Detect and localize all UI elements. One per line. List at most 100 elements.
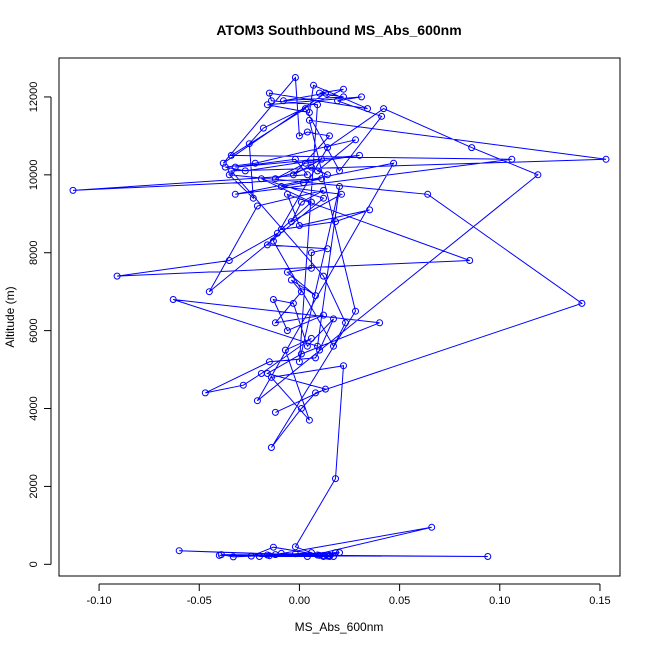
y-axis: 0 2000 4000 6000 8000 10000 12000 <box>28 82 52 567</box>
x-tick-label: -0.05 <box>187 595 212 607</box>
data-point <box>484 553 492 560</box>
data-point <box>352 136 359 144</box>
data-point <box>201 389 209 397</box>
data-point <box>305 416 313 424</box>
x-tick-label: 0.10 <box>489 595 510 607</box>
data-point <box>259 124 267 132</box>
data-point <box>332 475 339 483</box>
data-point <box>324 245 331 253</box>
data-point <box>376 319 384 327</box>
data-point <box>307 334 315 342</box>
data-point <box>255 553 263 560</box>
data-point <box>305 116 313 124</box>
data-point <box>301 159 309 167</box>
x-tick-label: 0.15 <box>589 595 610 607</box>
data-point <box>378 112 386 120</box>
data-point <box>356 151 363 159</box>
data-point <box>330 342 337 350</box>
data-point <box>113 272 121 280</box>
data-point <box>602 155 610 163</box>
data-point <box>297 405 305 412</box>
data-point <box>334 97 341 105</box>
data-point <box>364 105 371 113</box>
data-point <box>338 190 345 198</box>
data-point <box>336 549 343 557</box>
data-point <box>508 155 516 163</box>
data-point <box>279 97 287 105</box>
data-point <box>221 163 229 171</box>
data-point <box>316 89 323 97</box>
data-point <box>320 272 327 280</box>
data-point <box>314 342 321 350</box>
data-point <box>307 249 315 257</box>
y-tick-label: 6000 <box>28 318 40 342</box>
series-line <box>72 76 607 558</box>
chart-title: ATOM3 Southbound MS_Abs_600nm <box>216 22 461 38</box>
y-tick-label: 2000 <box>28 474 40 498</box>
data-point <box>219 159 227 167</box>
data-point <box>283 268 291 276</box>
data-point <box>271 175 279 183</box>
data-point <box>332 549 339 557</box>
data-point <box>69 186 77 194</box>
y-tick-label: 4000 <box>28 396 40 420</box>
data-point <box>336 183 343 190</box>
x-tick-label: -0.10 <box>87 595 112 607</box>
data-point <box>366 206 374 214</box>
data-point <box>169 296 177 303</box>
data-point <box>428 523 436 531</box>
series-layer <box>69 74 610 561</box>
data-point <box>303 171 311 179</box>
data-point <box>269 543 277 551</box>
data-point <box>289 171 297 179</box>
data-point <box>263 101 271 109</box>
data-point <box>269 237 277 245</box>
data-point <box>312 292 319 300</box>
data-point <box>245 140 253 148</box>
data-point <box>267 444 275 451</box>
data-point <box>215 551 223 559</box>
data-point <box>205 288 213 296</box>
data-point <box>318 155 325 163</box>
data-point <box>289 299 297 307</box>
data-point <box>301 105 309 113</box>
data-point <box>307 264 315 272</box>
data-point <box>265 89 273 97</box>
data-point <box>267 373 275 381</box>
y-axis-label: Altitude (m) <box>3 286 17 347</box>
data-point <box>390 159 398 167</box>
data-point <box>277 549 285 557</box>
data-point <box>283 190 291 198</box>
data-point <box>352 307 359 315</box>
data-point <box>267 97 275 105</box>
data-point <box>316 346 323 354</box>
x-tick-label: 0.00 <box>289 595 310 607</box>
data-point <box>227 151 235 159</box>
data-point <box>320 194 327 202</box>
data-point <box>295 222 303 229</box>
data-point <box>312 389 319 397</box>
data-point <box>299 179 307 187</box>
data-point <box>225 257 233 264</box>
data-point <box>253 397 261 405</box>
data-point <box>241 167 249 175</box>
data-point <box>307 198 315 206</box>
data-point <box>269 296 277 303</box>
data-point <box>342 319 349 327</box>
data-point <box>291 550 299 558</box>
data-point <box>468 144 476 152</box>
data-point <box>330 315 337 323</box>
data-point <box>291 155 299 163</box>
data-point <box>314 551 321 559</box>
data-point <box>271 408 279 416</box>
data-point <box>227 167 235 175</box>
x-tick-label: 0.05 <box>389 595 410 607</box>
data-point <box>380 105 388 113</box>
y-tick-label: 10000 <box>28 160 40 191</box>
data-point <box>340 93 347 101</box>
data-point <box>287 218 295 226</box>
data-point <box>310 81 317 89</box>
x-axis: -0.10 -0.05 0.00 0.05 0.10 0.15 <box>87 583 611 607</box>
